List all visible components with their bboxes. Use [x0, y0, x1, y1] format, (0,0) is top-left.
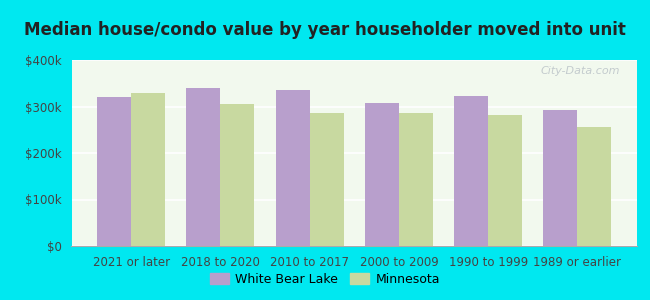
Bar	[131, 92, 165, 246]
Bar	[187, 88, 220, 246]
Bar	[454, 96, 488, 246]
Bar	[220, 104, 254, 246]
Bar	[488, 115, 522, 246]
Bar	[365, 103, 399, 246]
Legend: White Bear Lake, Minnesota: White Bear Lake, Minnesota	[205, 268, 445, 291]
Bar	[543, 110, 577, 246]
Text: Median house/condo value by year householder moved into unit: Median house/condo value by year househo…	[24, 21, 626, 39]
Bar	[309, 112, 344, 246]
Bar	[276, 90, 309, 246]
Bar	[399, 113, 433, 246]
Bar	[98, 97, 131, 246]
Text: City-Data.com: City-Data.com	[541, 66, 620, 76]
Bar	[577, 128, 611, 246]
